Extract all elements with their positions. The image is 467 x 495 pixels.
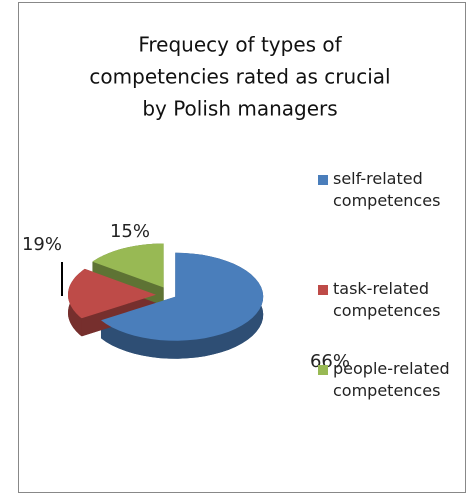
legend-swatch bbox=[318, 365, 328, 375]
data-label: 15% bbox=[110, 221, 150, 242]
data-label: 19% bbox=[22, 234, 62, 255]
chart-title: by Polish managers bbox=[142, 97, 337, 121]
slice bbox=[68, 268, 157, 319]
legend-label: people-related competences bbox=[333, 359, 450, 400]
slice bbox=[92, 243, 164, 288]
chart-title: competencies rated as crucial bbox=[89, 65, 390, 89]
legend-label: self-related competences bbox=[333, 169, 441, 210]
legend-swatch bbox=[318, 175, 328, 185]
chart-title: Frequecy of types of bbox=[138, 33, 342, 57]
legend-swatch bbox=[318, 285, 328, 295]
chart-border bbox=[18, 2, 466, 493]
slice bbox=[101, 252, 264, 341]
legend-label: task-related competences bbox=[333, 279, 441, 320]
